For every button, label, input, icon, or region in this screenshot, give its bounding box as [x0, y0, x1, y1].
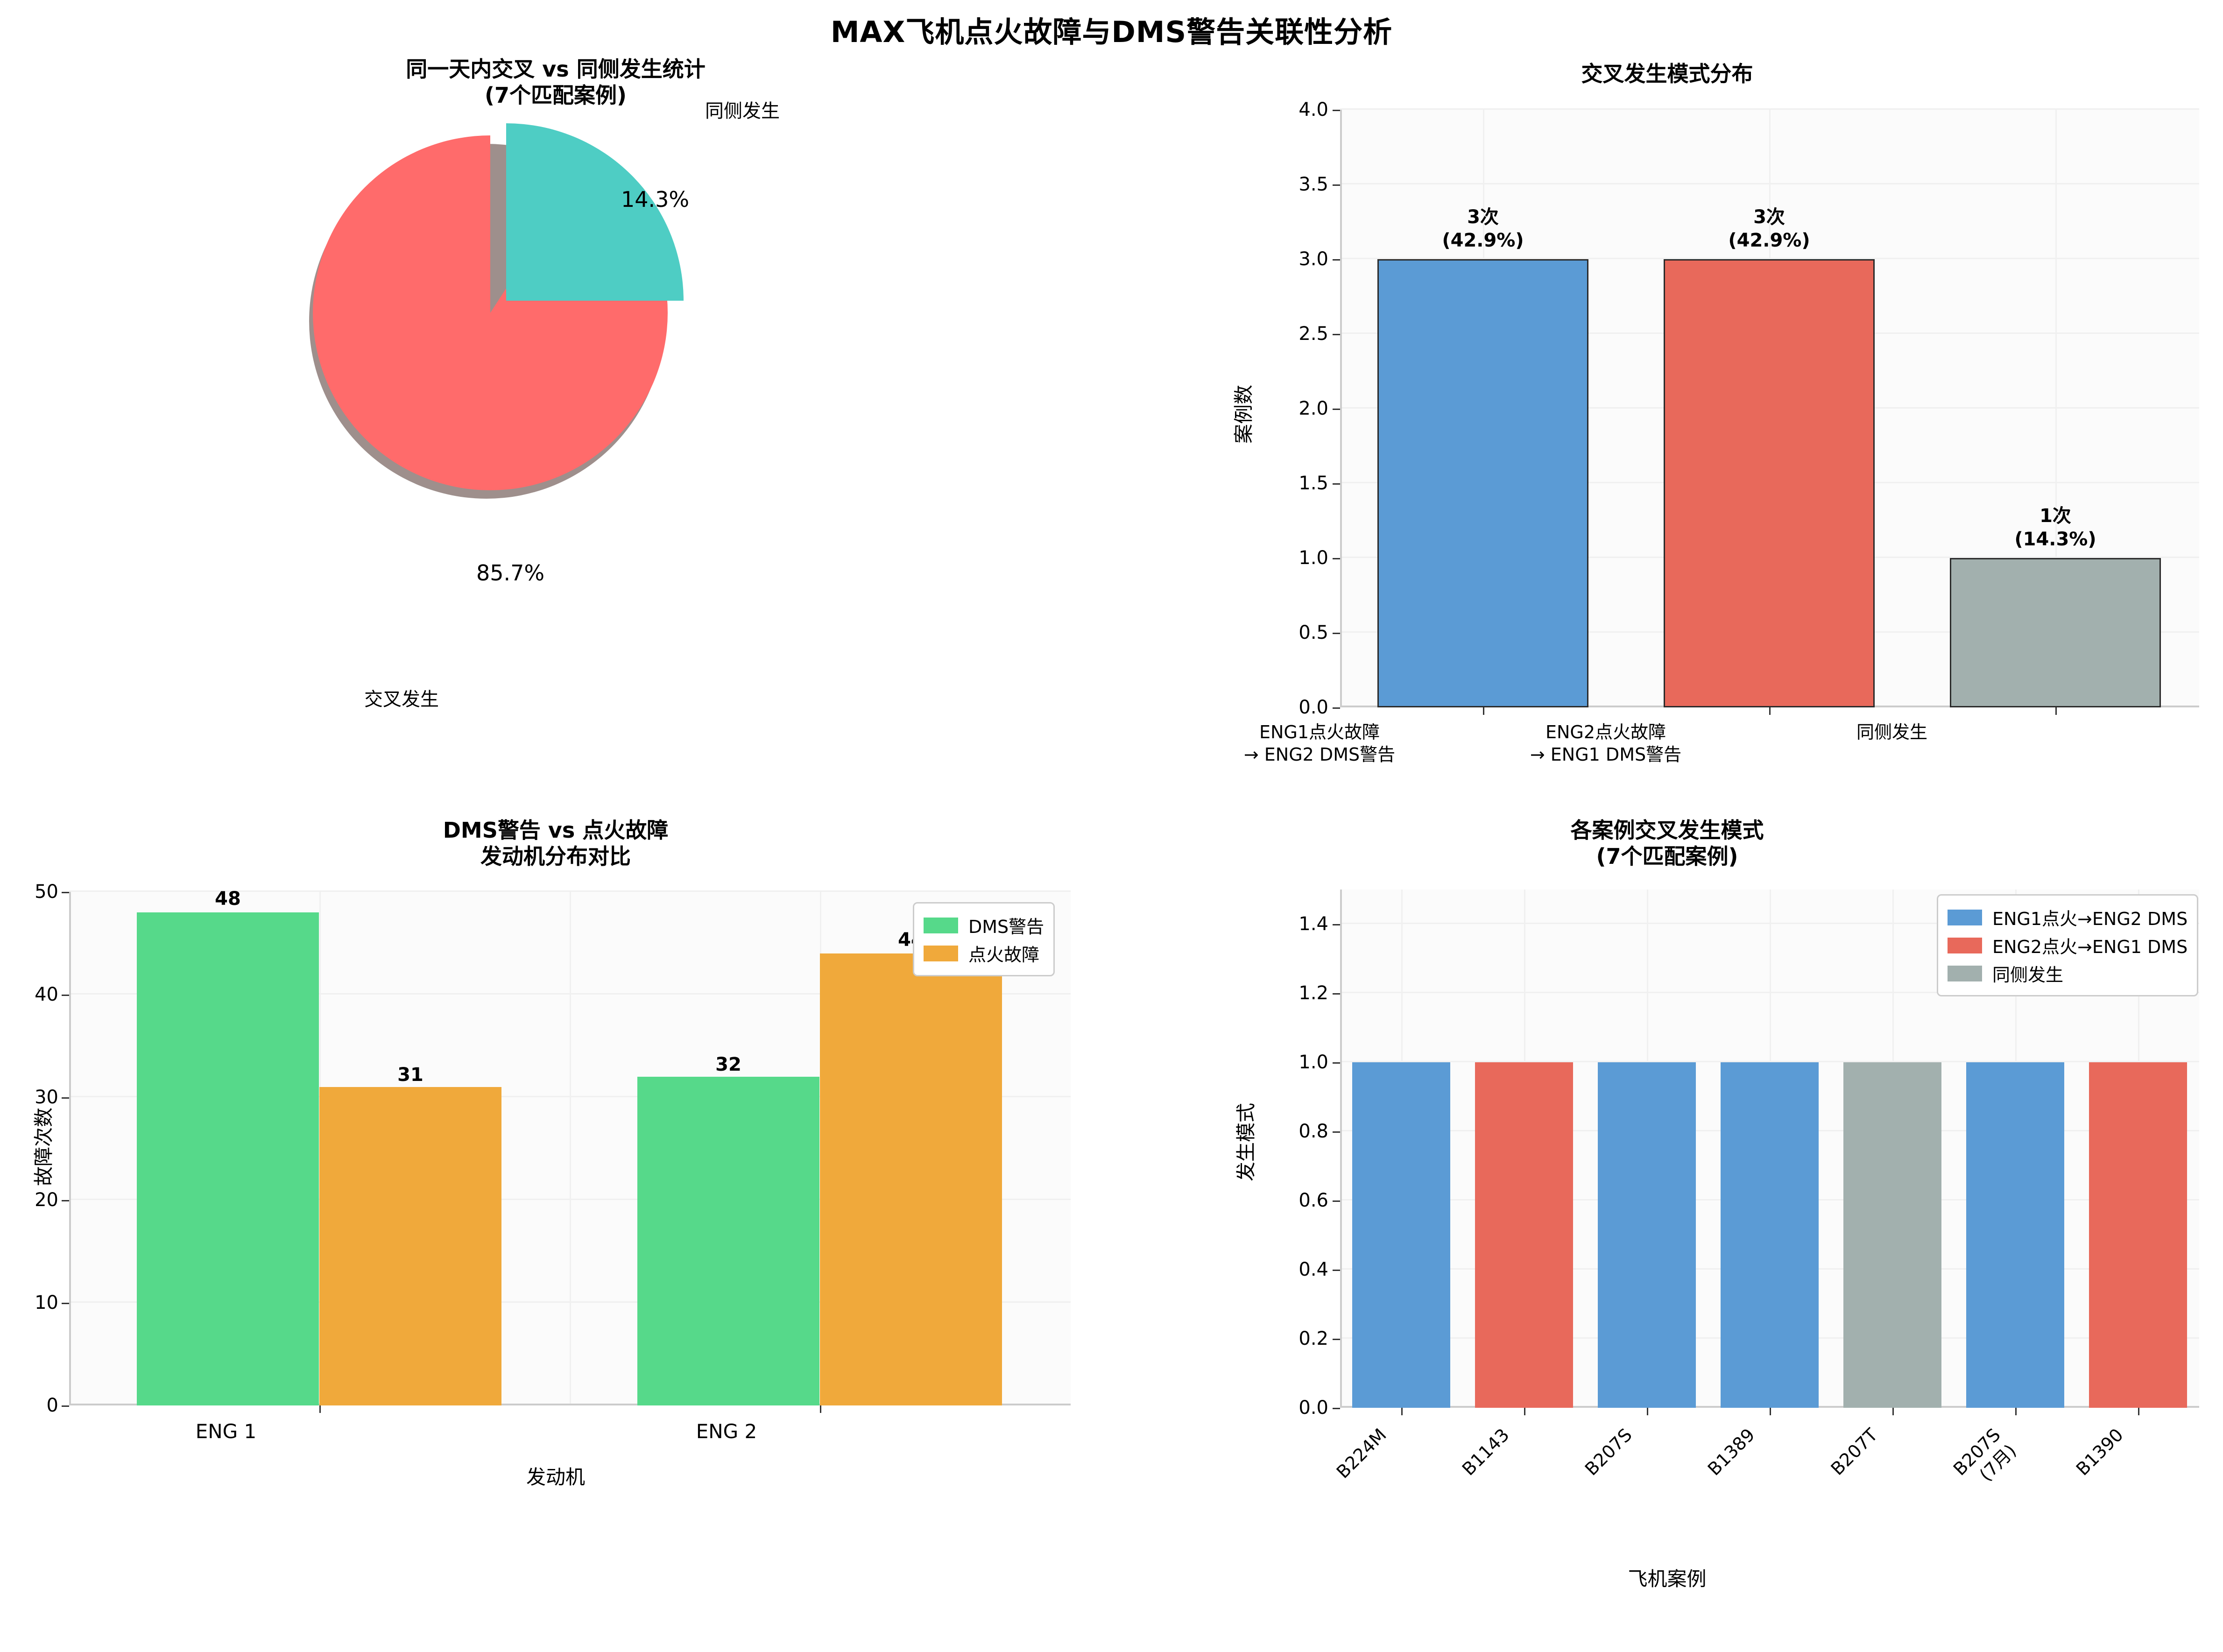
bar-value-same-side: 1次 (14.3%): [2014, 505, 2096, 550]
case-pattern-ylabel: 发生模式: [1235, 1102, 1257, 1181]
legend-swatch-eng2-to-eng1: [1948, 937, 1982, 953]
bar-value-eng1-dms: 48: [215, 888, 241, 910]
bar-case-b224m[interactable]: [1352, 1062, 1450, 1408]
bar-eng1-ignition[interactable]: [319, 1087, 501, 1405]
xtick-same-side: 同侧发生: [1856, 722, 1927, 742]
engine-distribution-plot-area: [69, 890, 1071, 1405]
legend-item-dms-warning[interactable]: DMS警告: [924, 912, 1044, 938]
pie-graphic: [309, 123, 684, 499]
legend-label-eng2-to-eng1: ENG2点火→ENG1 DMS: [1992, 937, 2188, 957]
legend-item-ignition-fault[interactable]: 点火故障: [924, 940, 1044, 966]
legend-item-eng2-to-eng1[interactable]: ENG2点火→ENG1 DMS: [1948, 932, 2188, 958]
xtick-eng-2: ENG 2: [696, 1420, 757, 1443]
ytick: 1.0: [1299, 1052, 1328, 1073]
ytick: 0.6: [1299, 1190, 1328, 1211]
xtick-case-b1389: B1389: [1703, 1424, 1759, 1480]
cross-pattern-title: 交叉发生模式分布: [1581, 61, 1753, 86]
figure-suptitle: MAX飞机点火故障与DMS警告关联性分析: [830, 15, 1393, 49]
bar-value-eng1-ignition: 31: [397, 1064, 423, 1086]
ytick: 3.0: [1299, 248, 1328, 270]
bar-eng2-to-eng1[interactable]: [1664, 259, 1875, 707]
xtick-case-b207t: B207T: [1827, 1424, 1882, 1479]
case-pattern-xlabel: 飞机案例: [1628, 1567, 1707, 1590]
legend-swatch-eng1-to-eng2: [1948, 909, 1982, 925]
ytick: 0.8: [1299, 1121, 1328, 1142]
legend-label-dms-warning: DMS警告: [968, 917, 1044, 937]
ytick: 0.4: [1299, 1259, 1328, 1280]
ytick: 0.0: [1299, 1397, 1328, 1419]
ytick: 1.5: [1299, 473, 1328, 494]
legend-swatch-dms-warning: [924, 917, 958, 933]
xtick-eng1-to-eng2: ENG1点火故障 → ENG2 DMS警告: [1243, 722, 1396, 765]
engine-distribution-xlabel: 发动机: [526, 1466, 585, 1489]
subplot-pie-chart: 同一天内交叉 vs 同侧发生统计 (7个匹配案例) 同侧发生 14.3% 交叉发…: [0, 51, 1111, 780]
ytick: 2.0: [1299, 398, 1328, 419]
bar-eng2-ignition[interactable]: [820, 953, 1002, 1405]
legend-label-ignition-fault: 点火故障: [968, 945, 1040, 965]
case-pattern-legend[interactable]: ENG1点火→ENG2 DMS ENG2点火→ENG1 DMS 同侧发生: [1937, 894, 2199, 996]
ytick: 0.5: [1299, 622, 1328, 643]
pie-label-cross: 交叉发生: [364, 689, 439, 710]
bar-case-b207s[interactable]: [1598, 1062, 1696, 1408]
pie-percent-cross: 85.7%: [476, 560, 545, 586]
ytick: 0.0: [1299, 697, 1328, 718]
pie-label-same-side: 同侧发生: [705, 100, 780, 122]
ytick: 10: [35, 1292, 58, 1313]
pie-percent-same-side: 14.3%: [621, 187, 690, 212]
xtick-case-b207s: B207S: [1581, 1424, 1636, 1480]
legend-item-same-side[interactable]: 同侧发生: [1948, 960, 2188, 986]
bar-value-eng2-dms: 32: [715, 1054, 741, 1075]
bar-case-b1389[interactable]: [1721, 1062, 1819, 1408]
bar-value-eng2-to-eng1: 3次 (42.9%): [1728, 206, 1810, 251]
bar-eng2-dms[interactable]: [637, 1077, 819, 1405]
legend-label-same-side: 同侧发生: [1992, 965, 2064, 985]
ytick: 0.2: [1299, 1328, 1328, 1349]
legend-swatch-same-side: [1948, 965, 1982, 981]
ytick: 1.0: [1299, 547, 1328, 569]
xtick-eng-1: ENG 1: [195, 1420, 257, 1443]
ytick: 4.0: [1299, 99, 1328, 120]
bar-case-b1143[interactable]: [1475, 1062, 1573, 1408]
ytick: 20: [35, 1189, 58, 1211]
pie-chart-title: 同一天内交叉 vs 同侧发生统计 (7个匹配案例): [406, 56, 706, 108]
ytick: 40: [35, 984, 58, 1005]
engine-distribution-legend[interactable]: DMS警告 点火故障: [913, 902, 1055, 976]
subplot-engine-distribution: DMS警告 vs 点火故障 发动机分布对比 50 40 30 20: [0, 812, 1111, 1652]
subplot-case-pattern: 各案例交叉发生模式 (7个匹配案例): [1111, 812, 2223, 1652]
bar-case-b207t[interactable]: [1843, 1062, 1941, 1408]
ytick: 30: [35, 1087, 58, 1108]
ytick: 2.5: [1299, 323, 1328, 345]
case-pattern-title: 各案例交叉发生模式 (7个匹配案例): [1570, 818, 1764, 869]
legend-item-eng1-to-eng2[interactable]: ENG1点火→ENG2 DMS: [1948, 904, 2188, 930]
xtick-eng2-to-eng1: ENG2点火故障 → ENG1 DMS警告: [1530, 722, 1682, 765]
ytick: 50: [35, 881, 58, 903]
xtick-case-b224m: B224M: [1332, 1424, 1390, 1483]
ytick: 0: [46, 1395, 58, 1416]
xtick-case-b1143: B1143: [1458, 1424, 1513, 1480]
bar-same-side[interactable]: [1950, 558, 2161, 707]
cross-pattern-ylabel: 案例数: [1232, 384, 1255, 444]
legend-label-eng1-to-eng2: ENG1点火→ENG2 DMS: [1992, 909, 2188, 929]
ytick: 1.2: [1299, 982, 1328, 1004]
bar-value-eng1-to-eng2: 3次 (42.9%): [1442, 206, 1524, 251]
bar-eng1-to-eng2[interactable]: [1377, 259, 1588, 707]
ytick: 1.4: [1299, 913, 1328, 935]
engine-distribution-title: DMS警告 vs 点火故障 发动机分布对比: [443, 818, 669, 869]
engine-distribution-ylabel: 故障次数: [32, 1107, 55, 1186]
bar-case-b1390[interactable]: [2089, 1062, 2187, 1408]
ytick: 3.5: [1299, 174, 1328, 195]
cross-pattern-plot-area: [1340, 108, 2199, 707]
bar-case-b207s-july[interactable]: [1966, 1062, 2064, 1408]
legend-swatch-ignition-fault: [924, 945, 958, 961]
bar-eng1-dms[interactable]: [137, 912, 319, 1405]
subplot-cross-pattern: 交叉发生模式分布 4.0 3.5 3.0: [1111, 51, 2223, 808]
